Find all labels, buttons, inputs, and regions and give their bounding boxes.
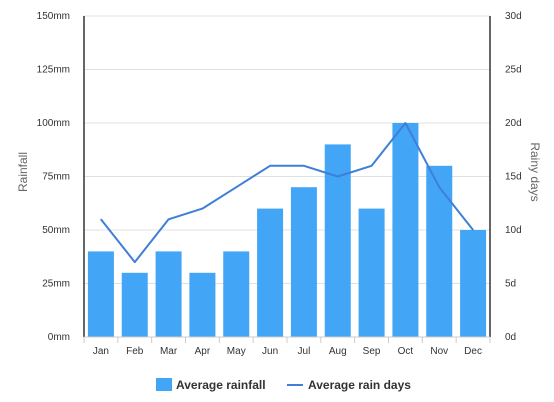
y-tick-label-left: 100mm xyxy=(37,118,70,129)
x-tick-label: Jun xyxy=(262,346,278,357)
x-tick-label: Sep xyxy=(363,346,381,357)
rain-days-point xyxy=(269,165,271,167)
y-tick-label-right: 20d xyxy=(505,118,522,129)
x-tick-label: Feb xyxy=(126,346,144,357)
x-tick-label: Mar xyxy=(160,346,178,357)
bar xyxy=(426,165,453,337)
rain-days-point xyxy=(201,208,203,210)
y-tick-label-left: 125mm xyxy=(37,65,70,76)
rain-days-point xyxy=(168,218,170,220)
y-tick-label-right: 25d xyxy=(505,65,522,76)
rainfall-bars xyxy=(87,123,487,337)
axes xyxy=(83,16,491,343)
bar xyxy=(155,251,182,337)
y-tick-label-right: 15d xyxy=(505,172,522,183)
x-tick-label: Nov xyxy=(430,346,448,357)
rain-days-point xyxy=(235,186,237,188)
bar xyxy=(121,272,148,337)
rain-days-point xyxy=(303,165,305,167)
y-tick-label-right: 10d xyxy=(505,225,522,236)
x-tick-label: Dec xyxy=(464,346,482,357)
rain-days-point xyxy=(337,176,339,177)
y-tick-label-right: 30d xyxy=(505,11,522,22)
x-tick-label: Apr xyxy=(195,346,211,357)
legend-item-rainfall[interactable]: Average rainfall xyxy=(156,378,266,392)
y-tick-label-left: 150mm xyxy=(37,11,70,22)
y-tick-label-left: 75mm xyxy=(42,172,70,183)
bar xyxy=(257,208,284,337)
rain-days-point xyxy=(472,229,474,231)
bar xyxy=(392,123,419,337)
rain-days-point xyxy=(100,218,102,220)
legend-swatch-rainfall xyxy=(156,378,172,391)
y-tick-label-right: 5d xyxy=(505,279,516,290)
bar xyxy=(460,230,487,337)
y-tick-label-left: 25mm xyxy=(42,279,70,290)
bar xyxy=(358,208,385,337)
gridlines xyxy=(84,15,490,284)
legend-item-rain-days[interactable]: Average rain days xyxy=(287,378,411,392)
rain-days-point xyxy=(404,122,406,124)
y-tick-label-left: 50mm xyxy=(42,225,70,236)
rain-days-line xyxy=(100,122,474,264)
bar xyxy=(87,251,114,337)
x-tick-label: Jan xyxy=(93,346,109,357)
legend[interactable]: Average rainfall Average rain days xyxy=(156,378,411,392)
legend-label-rainfall: Average rainfall xyxy=(176,378,266,392)
y-tick-label-left: 0mm xyxy=(48,332,70,343)
bar xyxy=(189,272,216,337)
y-tick-label-right: 0d xyxy=(505,332,516,343)
bar xyxy=(223,251,250,337)
rain-days-series-line xyxy=(100,122,474,264)
x-tick-label: Jul xyxy=(298,346,311,357)
bar xyxy=(290,187,317,337)
x-tick-label: Oct xyxy=(398,346,414,357)
legend-label-rain-days: Average rain days xyxy=(308,378,411,392)
rain-days-point xyxy=(371,165,373,167)
y-axis-title-left: Rainfall xyxy=(16,152,30,192)
rain-days-point xyxy=(134,261,136,263)
y-axis-title-right: Rainy days xyxy=(528,142,542,201)
x-tick-label: May xyxy=(227,346,246,357)
tick-labels: 0mm 25mm 50mm 75mm 100mm 125mm 150mm 0d 5d 10d 15d… xyxy=(37,11,522,357)
x-tick-label: Aug xyxy=(329,346,347,357)
rain-days-point xyxy=(438,186,440,188)
